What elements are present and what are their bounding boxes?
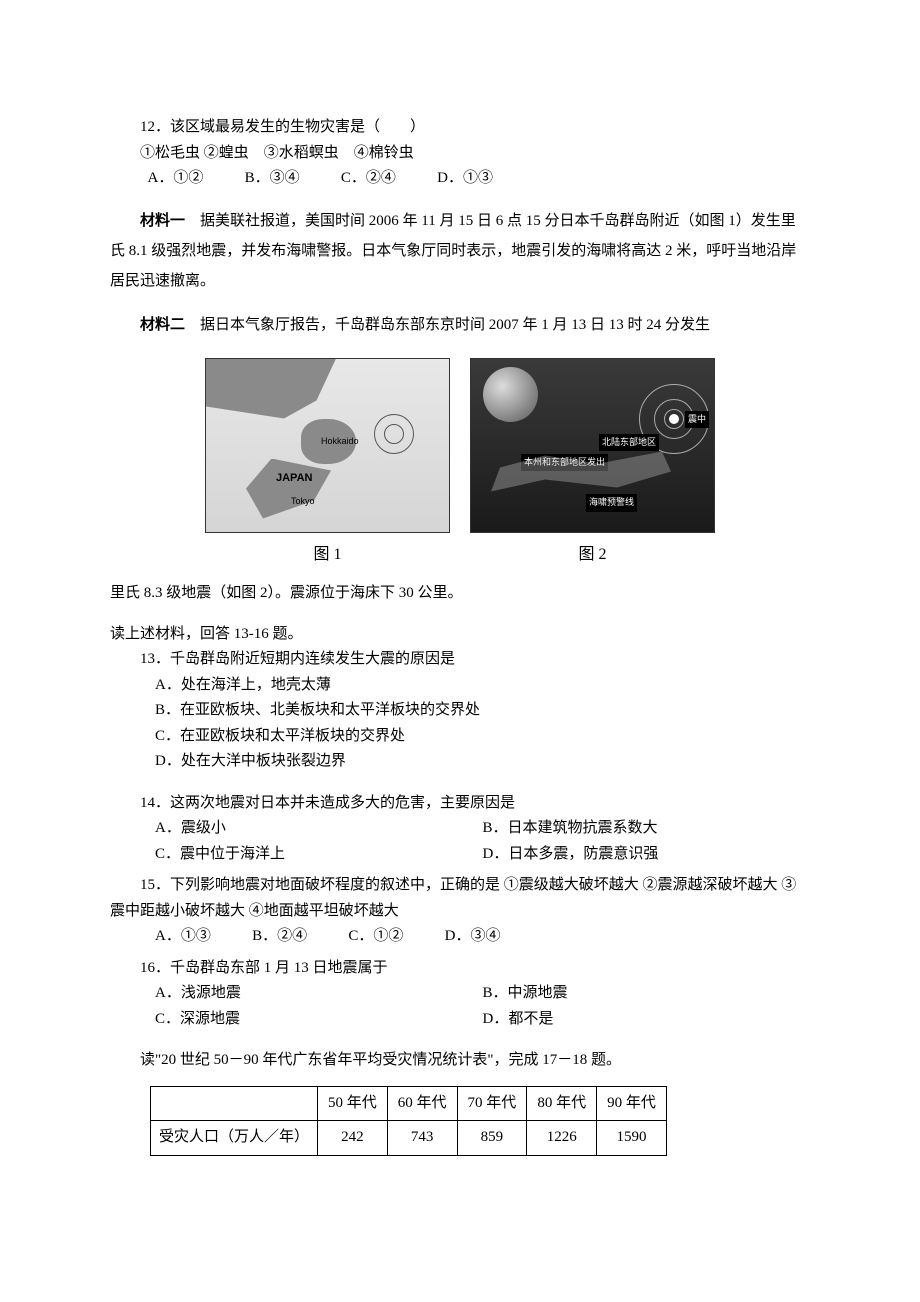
question-12: 12．该区域最易发生的生物灾害是（ ） ①松毛虫 ②蝗虫 ③水稻螟虫 ④棉铃虫 … [110,115,810,192]
q14-opt-d: D．日本多震，防震意识强 [483,842,811,868]
q14-opt-b: B．日本建筑物抗震系数大 [483,816,811,842]
globe-icon [483,367,538,422]
cell-80s: 1226 [527,1121,597,1156]
cell-90s: 1590 [597,1121,667,1156]
material-1-label: 材料一 [140,213,185,229]
th-70s: 70 年代 [457,1086,527,1121]
cell-60s: 743 [387,1121,457,1156]
cell-70s: 859 [457,1121,527,1156]
table-intro: 读"20 世纪 50－90 年代广东省年平均受灾情况统计表"，完成 17－18 … [110,1048,810,1074]
map1-label-hokkaido: Hokkaido [321,434,359,449]
figure-1-caption: 图 1 [313,541,341,568]
table-header-row: 50 年代 60 年代 70 年代 80 年代 90 年代 [151,1086,667,1121]
q12-opt-d: D．①③ [437,166,493,192]
q13-opt-c: C．在亚欧板块和太平洋板块的交界处 [155,724,810,750]
map2-box2: 北陆东部地区 [599,434,659,451]
q14-opt-c: C．震中位于海洋上 [155,842,483,868]
figure-2-caption: 图 2 [578,541,606,568]
th-blank [151,1086,318,1121]
q16-opt-a: A．浅源地震 [155,981,483,1007]
q12-opt-c: C．②④ [341,166,396,192]
q14-options: A．震级小 B．日本建筑物抗震系数大 C．震中位于海洋上 D．日本多震，防震意识… [110,816,810,867]
th-80s: 80 年代 [527,1086,597,1121]
th-90s: 90 年代 [597,1086,667,1121]
q16-opt-c: C．深源地震 [155,1007,483,1033]
disaster-stats-table: 50 年代 60 年代 70 年代 80 年代 90 年代 受灾人口（万人／年）… [150,1086,667,1156]
q13-opt-d: D．处在大洋中板块张裂边界 [155,749,810,775]
material-2-label: 材料二 [140,317,185,333]
q14-stem: 14．这两次地震对日本并未造成多大的危害，主要原因是 [110,791,810,817]
q13-options: A．处在海洋上，地壳太薄 B．在亚欧板块、北美板块和太平洋板块的交界处 C．在亚… [110,673,810,775]
question-14: 14．这两次地震对日本并未造成多大的危害，主要原因是 A．震级小 B．日本建筑物… [110,791,810,868]
q13-opt-b: B．在亚欧板块、北美板块和太平洋板块的交界处 [155,698,810,724]
question-16: 16．千岛群岛东部 1 月 13 日地震属于 A．浅源地震 B．中源地震 C．深… [110,956,810,1033]
q12-options: A．①② B．③④ C．②④ D．①③ [110,166,810,192]
figure-2-panel: 震中 本州和东部地区发出 北陆东部地区 海啸预警线 图 2 [470,358,715,568]
th-60s: 60 年代 [387,1086,457,1121]
q12-items: ①松毛虫 ②蝗虫 ③水稻螟虫 ④棉铃虫 [110,141,810,167]
map2-tsunami-label: 海啸预警线 [586,494,637,511]
q12-opt-b: B．③④ [245,166,300,192]
q16-opt-b: B．中源地震 [483,981,811,1007]
material-2-text: 据日本气象厅报告，千岛群岛东部东京时间 2007 年 1 月 13 日 13 时… [185,317,710,333]
q15-opt-b: B．②④ [252,924,307,950]
epicenter-marker [669,414,679,424]
question-15: 15．下列影响地震对地面破坏程度的叙述中，正确的是 ①震级越大破坏越大 ②震源越… [110,873,810,950]
table-row: 受灾人口（万人／年） 242 743 859 1226 1590 [151,1121,667,1156]
figure-1-panel: RUSSIA Hokkaido JAPAN Tokyo 图 1 [205,358,450,568]
material-2-cont: 里氏 8.3 级地震（如图 2）。震源位于海床下 30 公里。 [110,578,810,608]
th-50s: 50 年代 [318,1086,388,1121]
material-1: 材料一 据美联社报道，美国时间 2006 年 11 月 15 日 6 点 15 … [110,206,810,296]
material-1-text: 据美联社报道，美国时间 2006 年 11 月 15 日 6 点 15 分日本千… [110,213,796,289]
q13-opt-a: A．处在海洋上，地壳太薄 [155,673,810,699]
map1-label-japan: JAPAN [276,469,312,488]
q16-opt-d: D．都不是 [483,1007,811,1033]
q12-stem: 12．该区域最易发生的生物灾害是（ ） [110,115,810,141]
figure-2-image: 震中 本州和东部地区发出 北陆东部地区 海啸预警线 [470,358,715,533]
q16-stem: 16．千岛群岛东部 1 月 13 日地震属于 [110,956,810,982]
map2-epicenter-label: 震中 [685,411,709,428]
q16-options: A．浅源地震 B．中源地震 C．深源地震 D．都不是 [110,981,810,1032]
figure-block: RUSSIA Hokkaido JAPAN Tokyo 图 1 震中 本州和东部… [110,358,810,568]
row-header: 受灾人口（万人／年） [151,1121,318,1156]
q15-opt-d: D．③④ [445,924,501,950]
q14-opt-a: A．震级小 [155,816,483,842]
material-2: 材料二 据日本气象厅报告，千岛群岛东部东京时间 2007 年 1 月 13 日 … [110,310,810,340]
figure-1-image: RUSSIA Hokkaido JAPAN Tokyo [205,358,450,533]
q13-stem: 13．千岛群岛附近短期内连续发生大震的原因是 [110,647,810,673]
q12-opt-a: A．①② [148,166,204,192]
q15-stem: 15．下列影响地震对地面破坏程度的叙述中，正确的是 ①震级越大破坏越大 ②震源越… [110,873,810,924]
q15-opt-c: C．①② [348,924,403,950]
cell-50s: 242 [318,1121,388,1156]
question-13: 13．千岛群岛附近短期内连续发生大震的原因是 A．处在海洋上，地壳太薄 B．在亚… [110,647,810,775]
read-intro-13-16: 读上述材料，回答 13-16 题。 [110,622,810,648]
q15-opt-a: A．①③ [155,924,211,950]
map1-label-tokyo: Tokyo [291,494,315,509]
q15-options: A．①③ B．②④ C．①② D．③④ [110,924,810,950]
